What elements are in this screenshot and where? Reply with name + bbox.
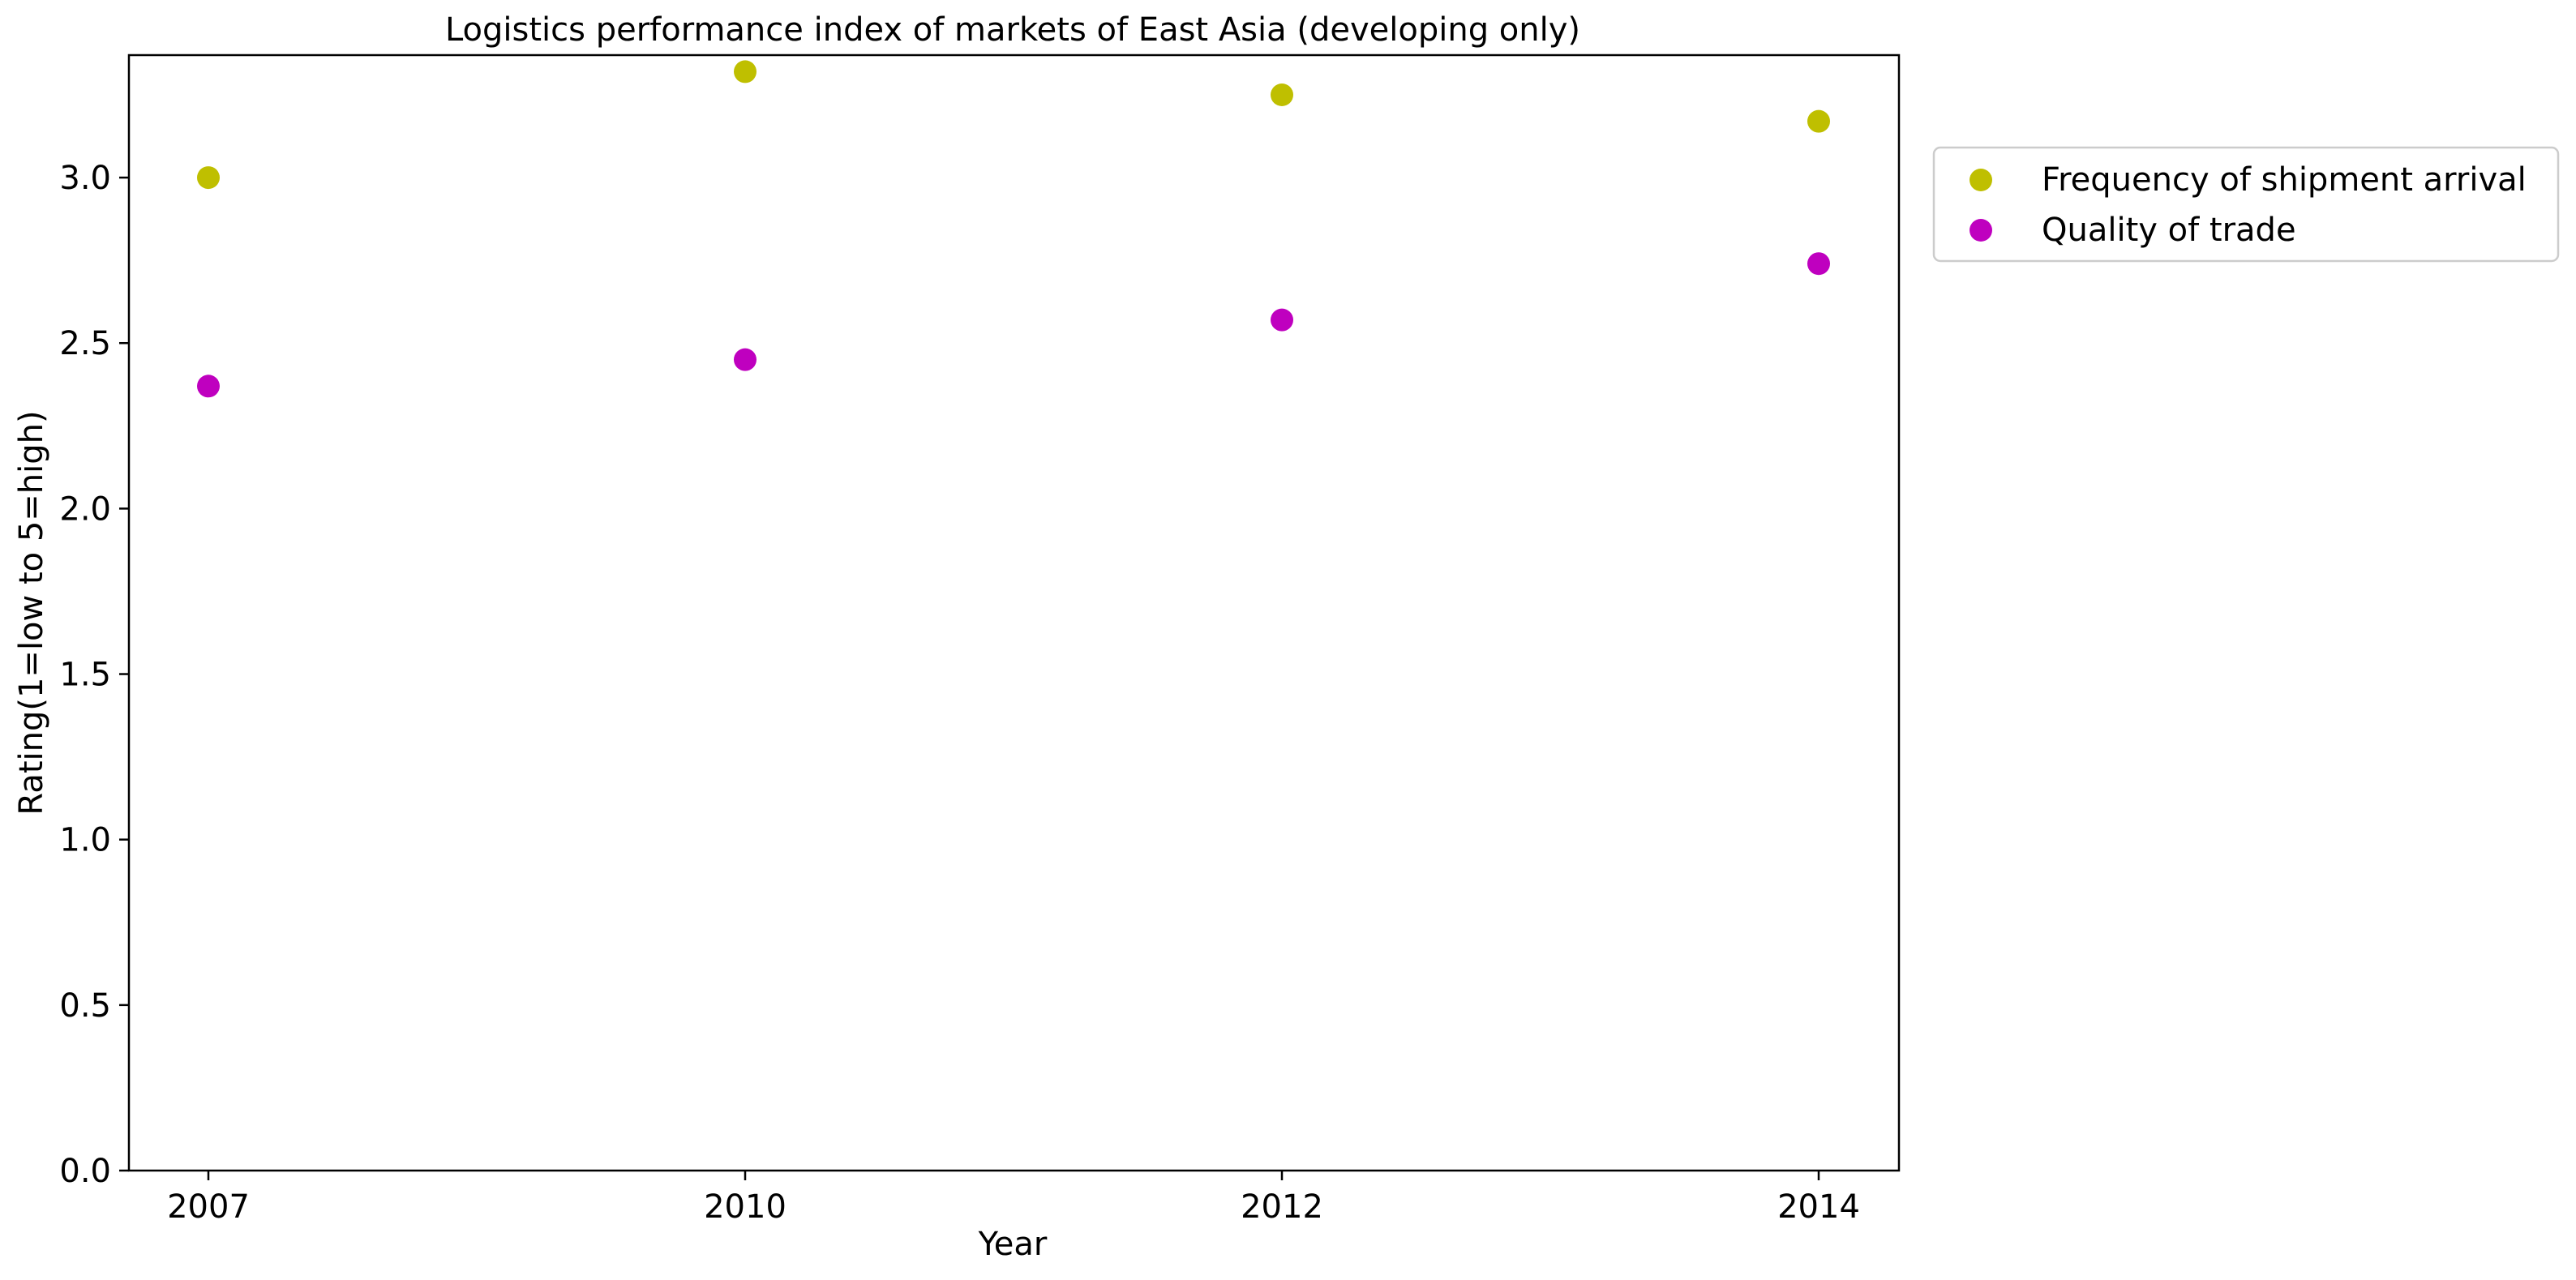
data-point-series-1-2014 [1807, 252, 1830, 276]
data-point-series-0-2012 [1271, 83, 1293, 106]
y-tick-label: 1.5 [59, 657, 111, 694]
y-tick-label: 0.0 [59, 1153, 111, 1190]
plot-area [127, 54, 1901, 1172]
x-tick-label: 2010 [704, 1188, 787, 1226]
x-tick-label: 2007 [167, 1188, 250, 1226]
data-point-series-1-2012 [1271, 308, 1293, 332]
y-tick-label: 2.5 [59, 325, 111, 362]
data-point-series-0-2007 [197, 166, 220, 190]
y-tick-label: 0.5 [59, 987, 111, 1025]
data-point-series-0-2014 [1807, 109, 1830, 133]
y-tick-label: 2.0 [59, 490, 111, 528]
legend-frame [1932, 146, 2560, 263]
data-point-series-1-2007 [197, 375, 220, 398]
x-tick-label: 2012 [1241, 1188, 1323, 1226]
data-point-series-1-2010 [734, 348, 757, 371]
x-tick-label: 2014 [1777, 1188, 1860, 1226]
y-axis: 0.0 0.5 1.0 1.5 2.0 2.5 3.0 [59, 160, 129, 1190]
data-points [197, 60, 1830, 398]
x-axis-label: Year [978, 1226, 1048, 1263]
chart-title: Logistics performance index of markets o… [445, 11, 1580, 49]
legend: Frequency of shipment arrival Quality of… [1932, 146, 2560, 263]
y-tick-label: 1.0 [59, 822, 111, 859]
x-axis: 2007 2010 2012 2014 [167, 1171, 1860, 1226]
legend-entry-frequency: Frequency of shipment arrival [2042, 161, 2527, 199]
legend-marker-quality [1970, 219, 1992, 242]
legend-marker-frequency [1970, 169, 1992, 191]
y-tick-label: 3.0 [59, 160, 111, 197]
legend-entry-quality: Quality of trade [2042, 212, 2296, 249]
y-axis-label: Rating(1=low to 5=high) [13, 410, 50, 815]
data-point-series-0-2010 [734, 60, 757, 83]
